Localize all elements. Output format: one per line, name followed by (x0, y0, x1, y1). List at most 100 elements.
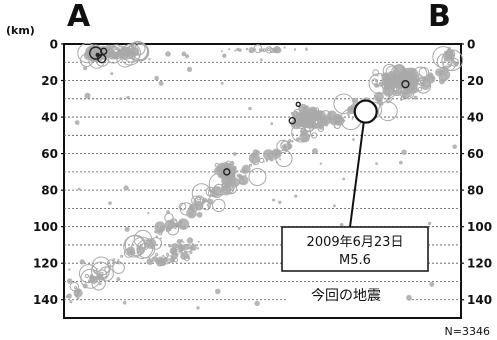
hypocenter-point (429, 281, 435, 287)
hypocenter-point (393, 83, 404, 95)
hypocenter-point (76, 297, 80, 300)
annotation-box (281, 226, 429, 272)
hypocenter-point (427, 221, 432, 226)
hypocenter-point (186, 207, 197, 219)
hypocenter-point (91, 261, 110, 281)
hypocenter-point (179, 202, 193, 216)
hypocenter-point (372, 69, 380, 76)
hypocenter-point (79, 264, 98, 284)
hypocenter-point (385, 99, 390, 104)
hypocenter-point (278, 200, 282, 204)
hypocenter-point (299, 127, 308, 136)
notable-hypocenter (288, 117, 296, 125)
hypocenter-point (65, 295, 69, 298)
hypocenter-point (171, 219, 175, 223)
hypocenter-point (248, 168, 267, 186)
hypocenter-point (406, 75, 410, 79)
hypocenter-point (187, 256, 191, 260)
hypocenter-point (333, 126, 336, 129)
y-tick-label-right: 40 (467, 111, 484, 125)
hypocenter-point (100, 271, 104, 276)
hypocenter-point (165, 51, 171, 57)
hypocenter-point (220, 82, 224, 85)
hypocenter-point (186, 237, 194, 244)
hypocenter-point (169, 226, 173, 230)
hypocenter-point (154, 75, 159, 81)
hypocenter-point (442, 57, 456, 72)
hypocenter-point (189, 204, 198, 213)
sample-count-label: N=3346 (445, 325, 490, 338)
hypocenter-point (123, 185, 129, 191)
hypocenter-point (148, 58, 151, 61)
hypocenter-point (222, 53, 227, 58)
y-tick-label-left: 60 (41, 147, 58, 161)
y-tick-label-right: 140 (467, 293, 492, 307)
hypocenter-point (227, 170, 230, 173)
hypocenter-point (248, 47, 255, 54)
hypocenter-point (301, 138, 305, 142)
hypocenter-point (389, 87, 392, 90)
hypocenter-point (438, 73, 448, 82)
hypocenter-point (296, 137, 301, 142)
hypocenter-point (236, 173, 241, 178)
hypocenter-point (168, 244, 171, 248)
hypocenter-point (207, 198, 214, 205)
hypocenter-point (238, 48, 242, 52)
hypocenter-point (432, 46, 455, 69)
hypocenter-point (393, 207, 395, 210)
hypocenter-point (426, 74, 436, 84)
hypocenter-point (158, 228, 164, 234)
hypocenter-point (234, 49, 237, 52)
hypocenter-point (248, 106, 252, 111)
hypocenter-point (211, 186, 223, 198)
y-axis-unit-label: (km) (6, 24, 35, 37)
hypocenter-points (65, 41, 464, 310)
hypocenter-point (214, 167, 222, 175)
hypocenter-point (180, 239, 184, 243)
hypocenter-point (158, 80, 164, 86)
hypocenter-point (191, 183, 212, 203)
hypocenter-point (254, 300, 260, 307)
hypocenter-point (69, 300, 73, 304)
hypocenter-point (180, 220, 183, 223)
hypocenter-point (220, 165, 224, 169)
hypocenter-point (430, 69, 433, 72)
hypocenter-point (312, 148, 318, 155)
y-tick-label-right: 80 (467, 184, 484, 198)
hypocenter-point (186, 66, 193, 72)
hypocenter-point (98, 266, 114, 282)
hypocenter-point (272, 198, 275, 202)
hypocenter-point (194, 201, 197, 204)
hypocenter-point (352, 138, 355, 141)
annotation-leader-line (349, 122, 365, 228)
hypocenter-point (368, 73, 390, 95)
y-axis-right: 0 20 40 60 80 100 120 140 (461, 38, 492, 307)
notable-hypocenter (97, 53, 107, 64)
hypocenter-point (393, 72, 396, 74)
hypocenter-point (275, 149, 293, 168)
hypocenter-point (77, 187, 81, 191)
hypocenter-point (304, 112, 307, 115)
hypocenter-point (116, 277, 121, 282)
hypocenter-point (147, 212, 150, 215)
y-axis-left: 0 20 40 60 80 100 120 140 (33, 38, 64, 307)
hypocenter-point (333, 204, 336, 208)
hypocenter-point (208, 172, 232, 196)
hypocenter-point (229, 160, 235, 166)
hypocenter-point (214, 162, 220, 168)
hypocenter-point (141, 242, 149, 250)
hypocenter-point (164, 256, 167, 259)
hypocenter-point (67, 278, 73, 284)
hypocenter-point (173, 226, 177, 230)
hypocenter-point (197, 240, 200, 243)
hypocenter-point (308, 110, 315, 117)
hypocenter-point (83, 66, 88, 71)
hypocenter-point (262, 48, 267, 53)
hypocenter-point (177, 250, 181, 253)
hypocenter-point (191, 243, 194, 245)
y-tick-label-right: 100 (467, 220, 492, 234)
hypocenter-point (122, 300, 127, 305)
hypocenter-point (319, 162, 323, 165)
hypocenter-point (337, 117, 343, 123)
